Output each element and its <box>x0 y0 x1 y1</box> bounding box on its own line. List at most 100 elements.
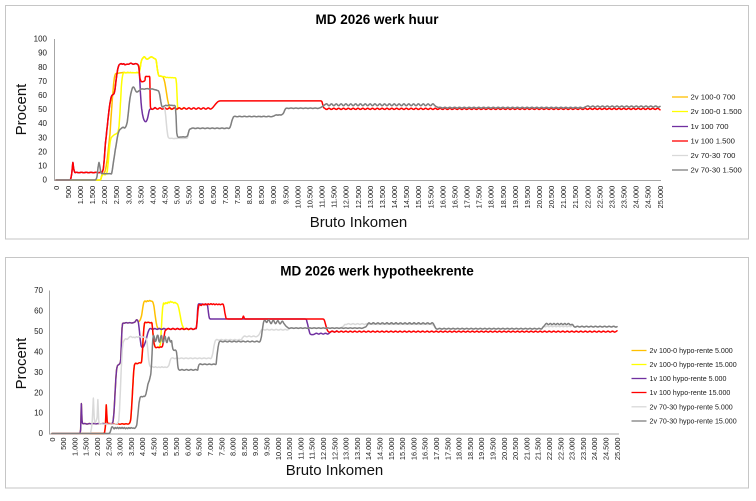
svg-text:10.000: 10.000 <box>274 438 283 461</box>
svg-text:20.500: 20.500 <box>547 186 556 209</box>
svg-text:0: 0 <box>39 429 44 438</box>
svg-text:16.500: 16.500 <box>421 438 430 461</box>
svg-text:2.000: 2.000 <box>100 186 109 205</box>
svg-text:40: 40 <box>38 119 47 128</box>
svg-text:25.000: 25.000 <box>613 438 622 461</box>
svg-text:18.500: 18.500 <box>499 186 508 209</box>
svg-text:4.500: 4.500 <box>161 186 170 205</box>
svg-text:70: 70 <box>34 286 43 295</box>
svg-text:1.500: 1.500 <box>88 186 97 205</box>
svg-text:8.500: 8.500 <box>240 438 249 457</box>
svg-text:1.000: 1.000 <box>76 186 85 205</box>
svg-text:7.500: 7.500 <box>217 438 226 457</box>
svg-text:70: 70 <box>38 77 47 86</box>
svg-text:4.000: 4.000 <box>138 438 147 457</box>
svg-text:2v 100-0 700: 2v 100-0 700 <box>691 93 736 102</box>
svg-text:Procent: Procent <box>13 337 30 390</box>
svg-text:13.500: 13.500 <box>378 186 387 209</box>
svg-text:15.500: 15.500 <box>398 438 407 461</box>
svg-text:40: 40 <box>34 347 43 356</box>
svg-text:3.500: 3.500 <box>127 438 136 457</box>
svg-text:500: 500 <box>64 186 73 198</box>
svg-text:11.000: 11.000 <box>296 438 305 460</box>
svg-text:24.000: 24.000 <box>590 438 599 461</box>
svg-text:7.000: 7.000 <box>221 186 230 205</box>
svg-text:10.500: 10.500 <box>306 186 315 209</box>
svg-text:MD 2026 werk hypotheekrente: MD 2026 werk hypotheekrente <box>280 264 474 279</box>
svg-text:60: 60 <box>34 307 43 316</box>
svg-text:12.000: 12.000 <box>342 186 351 209</box>
svg-text:500: 500 <box>59 438 68 450</box>
svg-text:2v 70-30 hypo-rente 15.000: 2v 70-30 hypo-rente 15.000 <box>650 418 737 426</box>
svg-text:21.000: 21.000 <box>559 186 568 209</box>
svg-text:7.000: 7.000 <box>206 438 215 457</box>
svg-text:17.500: 17.500 <box>443 438 452 461</box>
svg-text:11.500: 11.500 <box>330 186 339 208</box>
svg-text:2v 70-30 1.500: 2v 70-30 1.500 <box>691 166 742 175</box>
svg-text:16.000: 16.000 <box>438 186 447 209</box>
svg-text:2.500: 2.500 <box>104 438 113 457</box>
svg-text:24.000: 24.000 <box>632 186 641 209</box>
svg-text:0: 0 <box>48 438 57 442</box>
svg-text:3.500: 3.500 <box>136 186 145 205</box>
svg-text:20.000: 20.000 <box>535 186 544 209</box>
svg-text:15.500: 15.500 <box>426 186 435 209</box>
svg-text:19.500: 19.500 <box>489 438 498 461</box>
svg-text:2v 100-0 hypo-rente 5.000: 2v 100-0 hypo-rente 5.000 <box>650 347 733 355</box>
svg-text:12.500: 12.500 <box>330 438 339 461</box>
svg-text:22.000: 22.000 <box>545 438 554 461</box>
svg-text:50: 50 <box>34 327 43 336</box>
svg-text:8.000: 8.000 <box>245 186 254 205</box>
svg-text:23.500: 23.500 <box>620 186 629 209</box>
svg-text:2v 70-30 hypo-rente 5.000: 2v 70-30 hypo-rente 5.000 <box>650 403 733 411</box>
svg-text:14.000: 14.000 <box>364 438 373 461</box>
svg-text:2v 100-0 1.500: 2v 100-0 1.500 <box>691 107 742 116</box>
svg-text:22.500: 22.500 <box>556 438 565 461</box>
svg-text:24.500: 24.500 <box>602 438 611 461</box>
svg-text:10: 10 <box>34 409 43 418</box>
svg-text:MD 2026 werk huur: MD 2026 werk huur <box>315 12 439 27</box>
svg-text:100: 100 <box>34 35 48 44</box>
svg-text:19.000: 19.000 <box>477 438 486 461</box>
svg-text:1v 100 hypo-rente 15.000: 1v 100 hypo-rente 15.000 <box>650 389 731 397</box>
svg-text:17.000: 17.000 <box>463 186 472 209</box>
svg-text:13.000: 13.000 <box>342 438 351 461</box>
svg-text:11.500: 11.500 <box>308 438 317 460</box>
svg-text:4.500: 4.500 <box>150 438 159 457</box>
svg-text:12.000: 12.000 <box>319 438 328 461</box>
svg-text:20.000: 20.000 <box>500 438 509 461</box>
svg-text:22.000: 22.000 <box>583 186 592 209</box>
svg-text:5.500: 5.500 <box>172 438 181 457</box>
svg-text:15.000: 15.000 <box>414 186 423 209</box>
svg-text:14.500: 14.500 <box>376 438 385 461</box>
svg-text:17.500: 17.500 <box>475 186 484 209</box>
svg-text:20: 20 <box>38 147 47 156</box>
svg-text:6.500: 6.500 <box>209 186 218 205</box>
svg-text:17.000: 17.000 <box>432 438 441 461</box>
svg-text:Procent: Procent <box>13 83 30 136</box>
svg-text:19.500: 19.500 <box>523 186 532 209</box>
svg-text:13.500: 13.500 <box>353 438 362 461</box>
svg-text:21.500: 21.500 <box>571 186 580 209</box>
svg-text:8.000: 8.000 <box>229 438 238 457</box>
svg-text:90: 90 <box>38 49 47 58</box>
svg-text:2v 100-0 hypo-rente 15.000: 2v 100-0 hypo-rente 15.000 <box>650 361 737 369</box>
svg-text:14.000: 14.000 <box>390 186 399 209</box>
svg-text:0: 0 <box>43 176 48 185</box>
svg-text:4.000: 4.000 <box>148 186 157 205</box>
svg-text:20: 20 <box>34 388 43 397</box>
svg-text:6.500: 6.500 <box>195 438 204 457</box>
svg-text:2.500: 2.500 <box>112 186 121 205</box>
svg-text:30: 30 <box>38 133 47 142</box>
svg-text:6.000: 6.000 <box>183 438 192 457</box>
svg-text:11.000: 11.000 <box>318 186 327 208</box>
svg-text:Bruto Inkomen: Bruto Inkomen <box>286 462 384 479</box>
svg-text:80: 80 <box>38 63 47 72</box>
svg-text:23.000: 23.000 <box>608 186 617 209</box>
svg-text:5.500: 5.500 <box>185 186 194 205</box>
svg-text:1.500: 1.500 <box>82 438 91 457</box>
svg-text:5.000: 5.000 <box>161 438 170 457</box>
svg-text:10: 10 <box>38 162 47 171</box>
svg-text:23.500: 23.500 <box>579 438 588 461</box>
svg-text:12.500: 12.500 <box>354 186 363 209</box>
